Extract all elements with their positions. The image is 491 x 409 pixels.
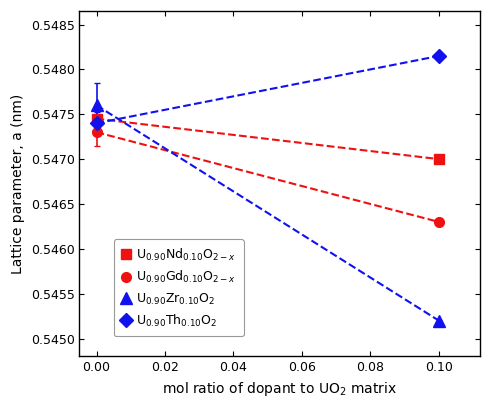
X-axis label: mol ratio of dopant to UO$_2$ matrix: mol ratio of dopant to UO$_2$ matrix [162, 380, 397, 398]
Legend: U$_{0.90}$Nd$_{0.10}$O$_{2-x}$, U$_{0.90}$Gd$_{0.10}$O$_{2-x}$, U$_{0.90}$Zr$_{0: U$_{0.90}$Nd$_{0.10}$O$_{2-x}$, U$_{0.90… [114, 239, 244, 337]
Y-axis label: Lattice parameter, a (nm): Lattice parameter, a (nm) [11, 94, 25, 274]
